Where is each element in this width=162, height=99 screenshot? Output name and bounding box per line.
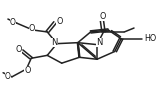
Text: HO: HO	[145, 34, 157, 43]
Text: N: N	[51, 38, 58, 47]
Text: O: O	[24, 66, 30, 75]
Text: O: O	[56, 17, 63, 26]
Text: O: O	[29, 24, 35, 33]
Text: O: O	[99, 12, 105, 21]
Text: O: O	[10, 18, 16, 27]
Text: O: O	[15, 45, 22, 54]
Text: O: O	[5, 72, 11, 81]
Text: N: N	[96, 38, 103, 47]
